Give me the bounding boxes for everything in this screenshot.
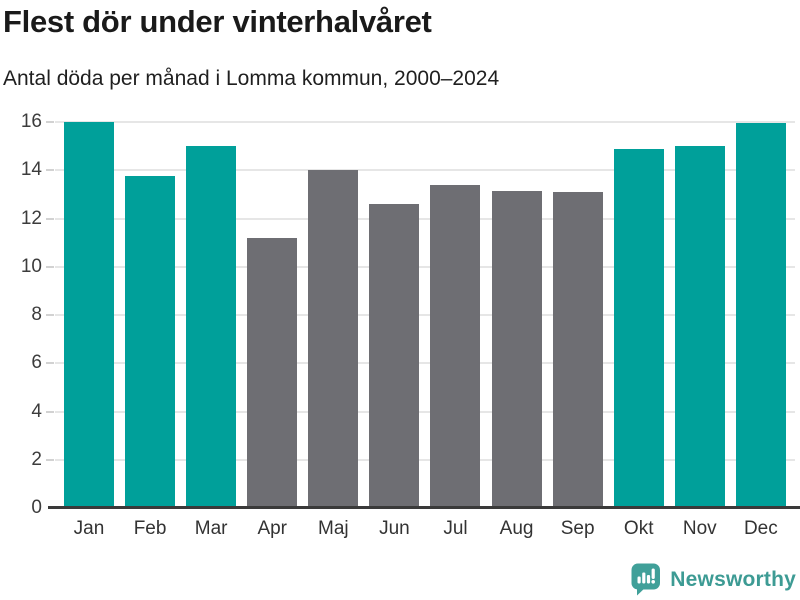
bar-sep [552, 191, 603, 508]
y-tick-label: 4 [31, 400, 42, 422]
x-tick-label: Mar [194, 518, 228, 539]
x-axis-line [48, 506, 800, 509]
y-axis-labels: 0 2 4 6 8 10 12 14 16 [0, 111, 44, 518]
y-tick-label: 0 [31, 497, 42, 518]
y-tick-label: 16 [20, 111, 42, 132]
gridline [55, 121, 795, 123]
x-tick-label: Aug [499, 518, 534, 539]
x-tick-label: Nov [682, 518, 717, 539]
bar-nov [674, 146, 725, 508]
y-tick-mark [46, 217, 54, 220]
y-tick-mark [46, 362, 54, 365]
chart-title: Flest dör under vinterhalvåret [3, 4, 432, 39]
newsworthy-wordmark: Newsworthy [670, 567, 796, 591]
y-tick-label: 2 [31, 448, 42, 470]
y-tick-mark [46, 314, 54, 316]
gridline [55, 410, 795, 413]
bar-dec [735, 123, 786, 508]
bar-jun [369, 204, 420, 508]
x-tick-label: Jan [73, 518, 105, 539]
plot-area [46, 121, 795, 508]
y-tick-label: 8 [31, 304, 42, 325]
gridline [55, 217, 795, 220]
y-tick-mark [46, 458, 54, 461]
newsworthy-icon [631, 563, 661, 596]
y-tick-mark [46, 265, 54, 268]
y-tick-label: 12 [20, 207, 42, 229]
y-tick-mark [46, 121, 54, 123]
bars-container [55, 122, 795, 508]
x-tick-label: Apr [257, 518, 288, 539]
bar-jan [64, 122, 114, 508]
y-tick-label: 6 [31, 352, 42, 374]
y-tick-label: 14 [20, 159, 42, 181]
chart-subtitle: Antal döda per månad i Lomma kommun, 200… [3, 67, 500, 90]
x-tick-label: Sep [560, 518, 595, 539]
bar-feb [125, 176, 176, 508]
gridline [55, 265, 795, 268]
x-tick-label: Maj [318, 518, 349, 539]
gridline [55, 458, 795, 461]
x-tick-label: Dec [743, 518, 778, 539]
gridline [55, 362, 795, 365]
y-tick-mark [46, 169, 54, 172]
newsworthy-logo[interactable]: Newsworthy [631, 563, 796, 596]
bar-maj [308, 170, 359, 508]
y-tick-label: 10 [20, 255, 42, 277]
bar-okt [613, 148, 664, 508]
y-tick-mark [46, 410, 54, 413]
x-tick-label: Feb [133, 518, 167, 539]
x-tick-label: Okt [623, 518, 654, 539]
x-axis-labels: Jan Feb Mar Apr Maj Jun Jul Aug Sep Okt Nov Dec [55, 518, 795, 540]
x-tick-label: Jun [379, 518, 410, 539]
x-tick-label: Jul [443, 518, 468, 539]
bar-mar [186, 146, 237, 508]
bar-jul [430, 184, 481, 508]
bar-aug [491, 190, 542, 508]
gridline [55, 314, 795, 316]
gridline [55, 169, 795, 172]
bar-apr [247, 237, 298, 508]
